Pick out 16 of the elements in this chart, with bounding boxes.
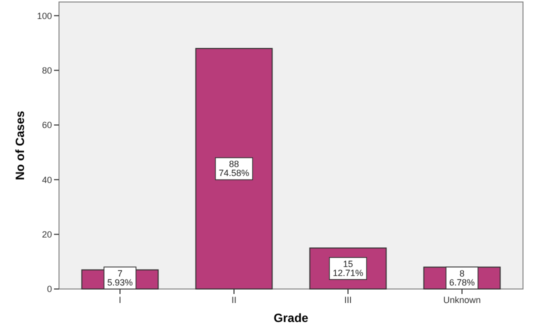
x-axis-title: Grade bbox=[274, 311, 309, 325]
y-tick-label: 80 bbox=[42, 65, 52, 76]
x-tick-label: III bbox=[344, 295, 352, 305]
x-tick-label: II bbox=[231, 295, 237, 305]
y-tick-label: 100 bbox=[36, 10, 52, 21]
data-label: 15 12.71% bbox=[332, 259, 364, 278]
y-tick-label: 0 bbox=[46, 284, 52, 294]
data-label: 88 74.58% bbox=[218, 159, 250, 178]
data-label: 7 5.93% bbox=[107, 268, 133, 288]
x-tick-label: I bbox=[118, 295, 122, 305]
y-axis-title: No of Cases bbox=[13, 110, 27, 180]
y-tick-label: 20 bbox=[42, 229, 52, 240]
x-tick-label: Unknown bbox=[443, 295, 481, 305]
y-tick-label: 60 bbox=[42, 120, 52, 130]
data-label: 8 6.78% bbox=[449, 268, 475, 288]
y-tick-label: 40 bbox=[42, 174, 52, 185]
